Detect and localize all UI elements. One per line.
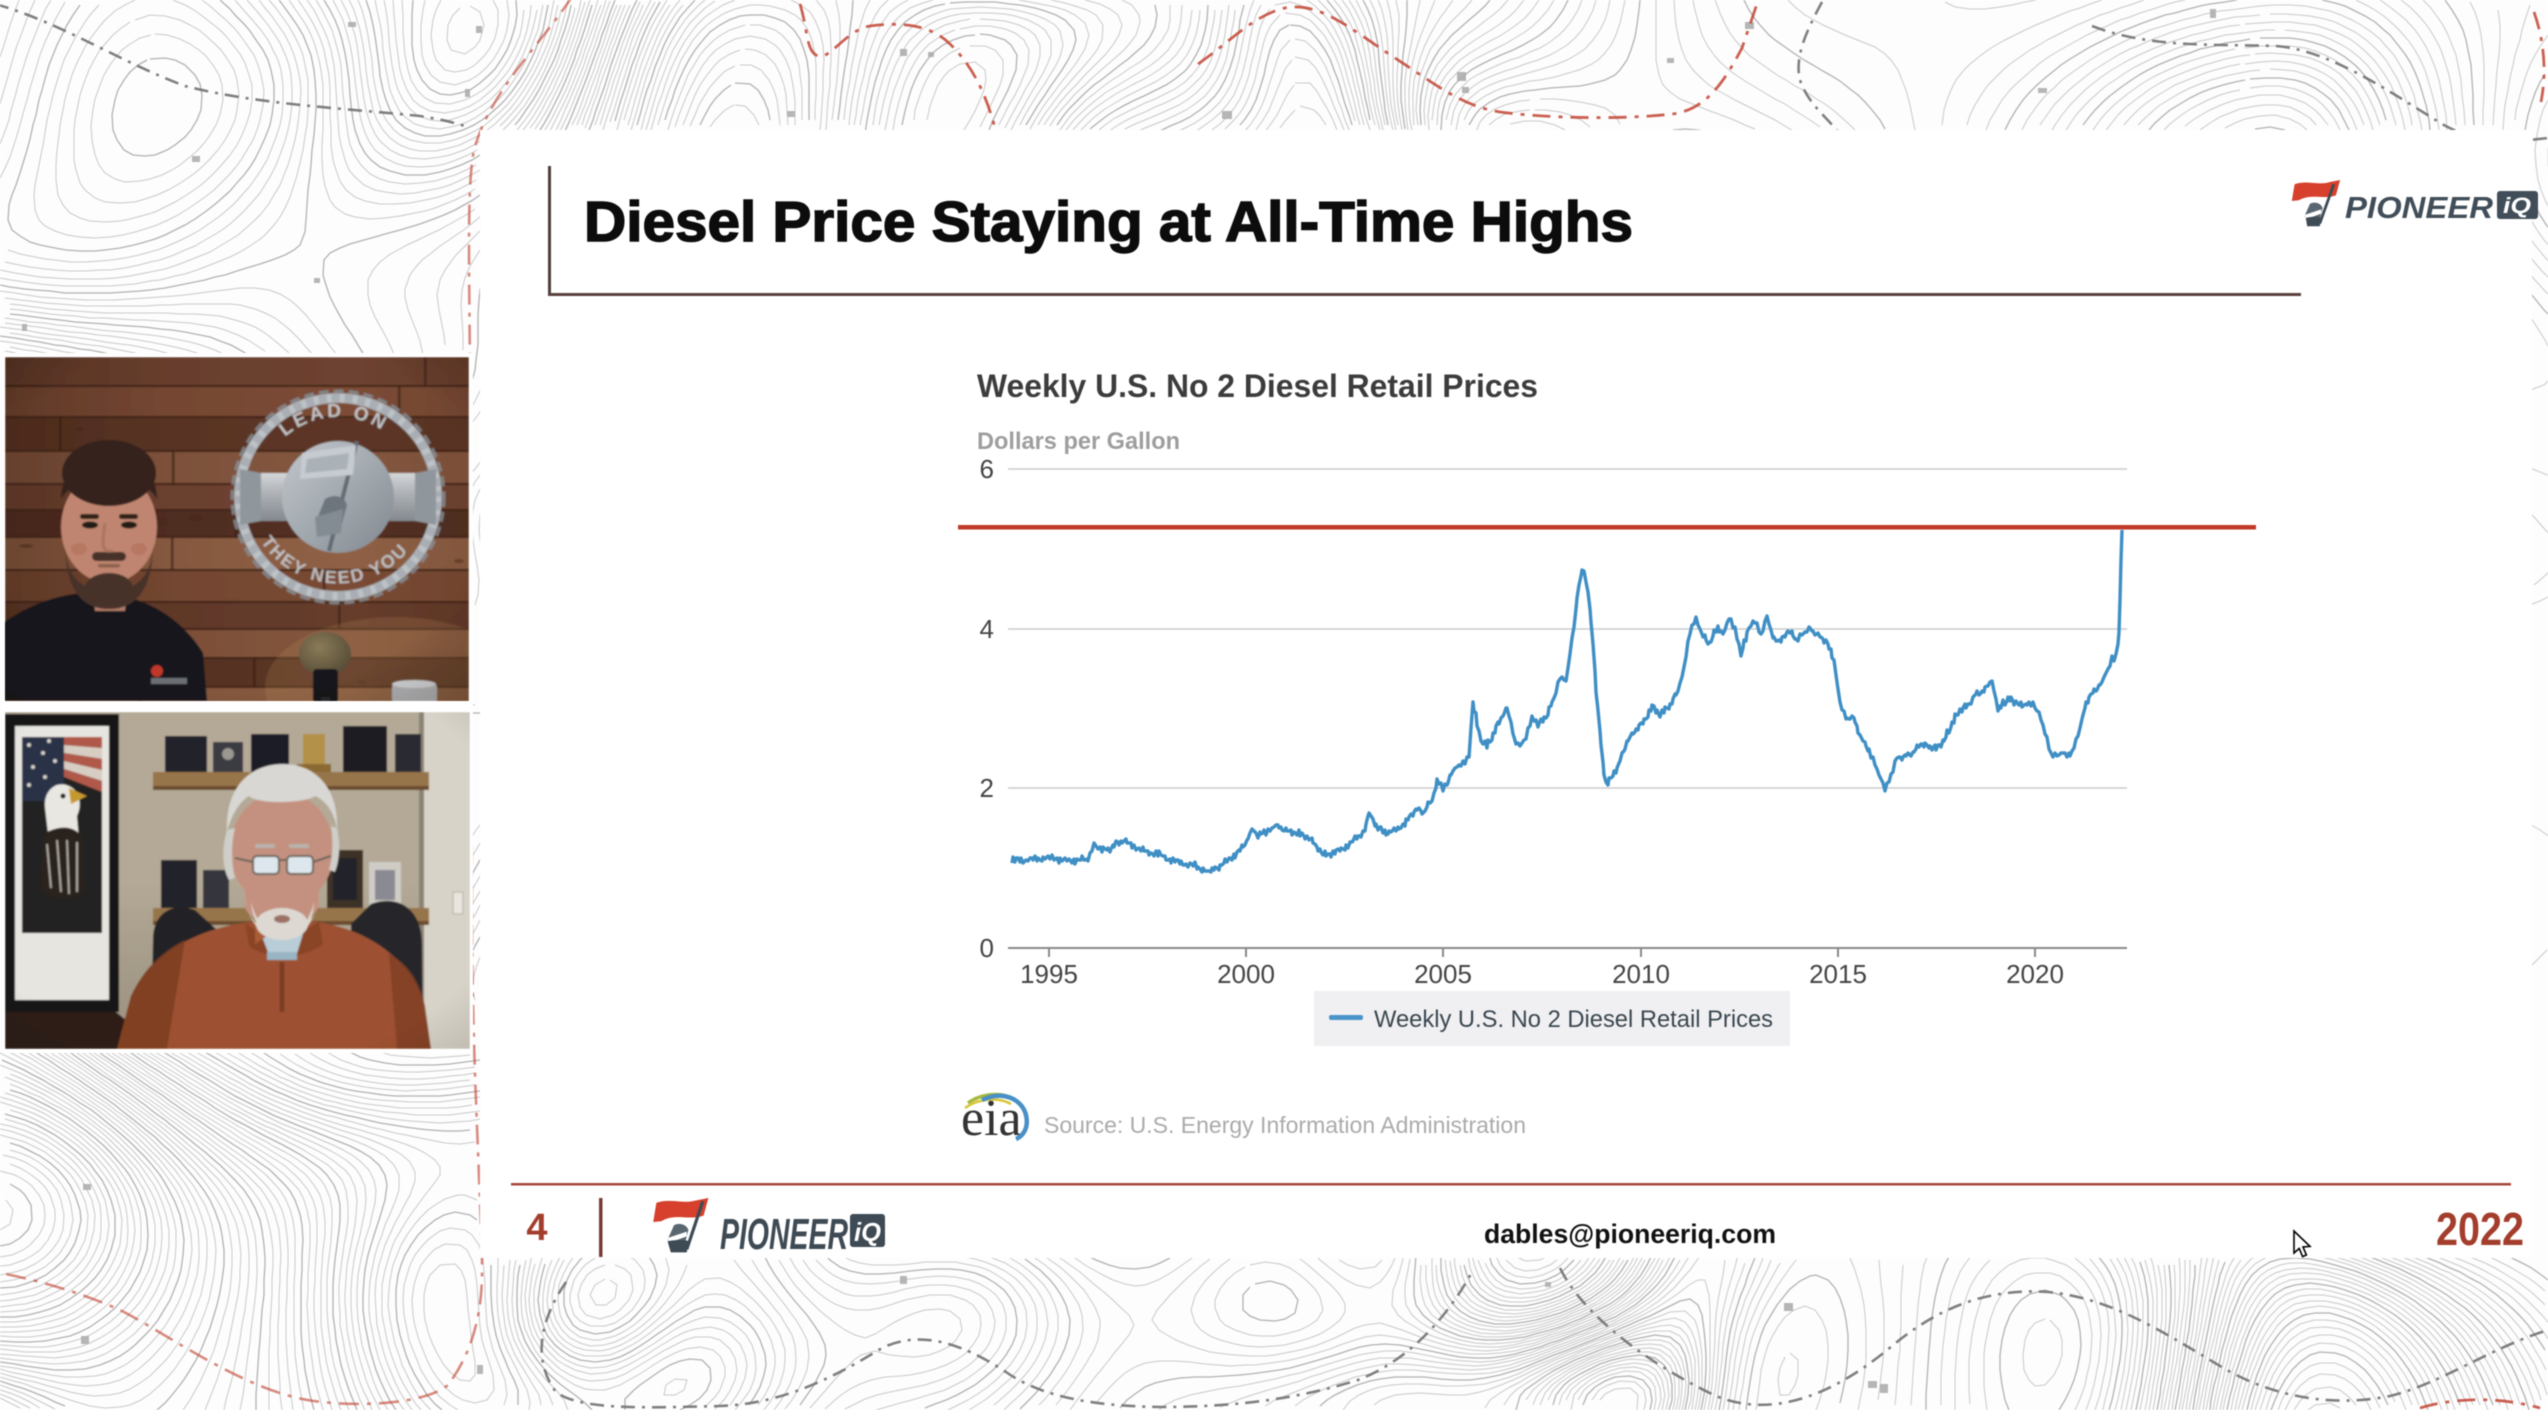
svg-text:Source: U.S. Energy Informatio: Source: U.S. Energy Information Administ… xyxy=(1044,1112,1526,1138)
svg-text:4: 4 xyxy=(980,614,994,644)
svg-text:iQ: iQ xyxy=(2503,193,2531,218)
svg-text:2010: 2010 xyxy=(1612,959,1670,989)
svg-text:iQ: iQ xyxy=(854,1217,881,1247)
svg-text:2015: 2015 xyxy=(1809,959,1867,989)
svg-text:2020: 2020 xyxy=(2006,959,2064,989)
svg-text:0: 0 xyxy=(980,933,994,963)
svg-text:1995: 1995 xyxy=(1020,959,1078,989)
svg-text:2: 2 xyxy=(980,773,994,803)
svg-text:Diesel Price Staying at All-Ti: Diesel Price Staying at All-Time Highs xyxy=(584,190,1633,254)
svg-text:PIONEER: PIONEER xyxy=(2345,190,2494,225)
svg-text:Weekly U.S. No 2 Diesel Retail: Weekly U.S. No 2 Diesel Retail Prices xyxy=(1374,1006,1773,1033)
svg-text:6: 6 xyxy=(980,454,994,484)
svg-text:PIONEER: PIONEER xyxy=(720,1210,848,1259)
svg-text:Dollars per Gallon: Dollars per Gallon xyxy=(977,428,1180,455)
svg-text:2022: 2022 xyxy=(2436,1203,2524,1255)
svg-text:2000: 2000 xyxy=(1217,959,1275,989)
svg-text:Weekly U.S. No 2 Diesel Retail: Weekly U.S. No 2 Diesel Retail Prices xyxy=(977,368,1538,404)
svg-text:2005: 2005 xyxy=(1414,959,1472,989)
svg-text:dables@pioneeriq.com: dables@pioneeriq.com xyxy=(1484,1219,1776,1249)
svg-text:4: 4 xyxy=(526,1207,547,1249)
